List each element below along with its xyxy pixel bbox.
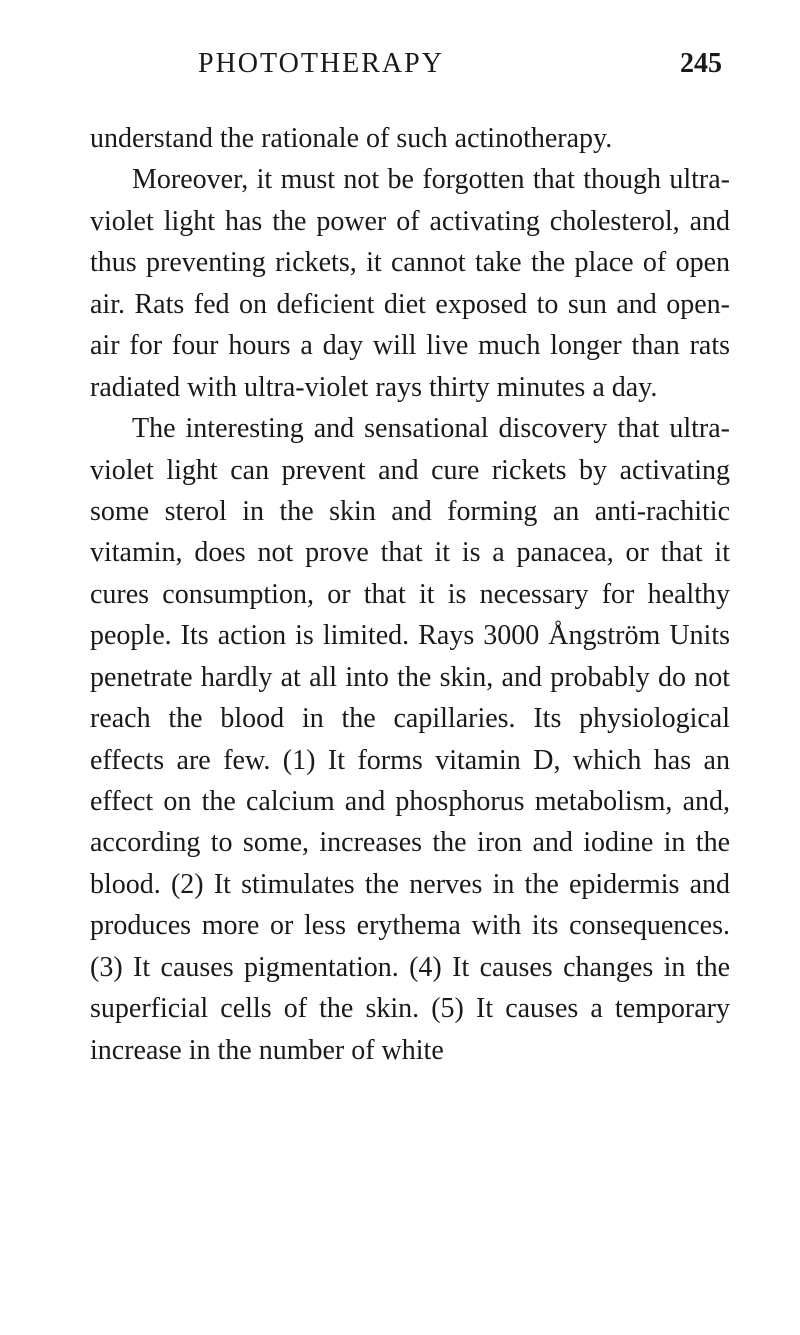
paragraph-1: understand the rationale of such actino­… <box>90 118 730 159</box>
body-text: understand the rationale of such actino­… <box>90 118 730 1071</box>
page-header: PHOTOTHERAPY 245 <box>90 48 730 80</box>
paragraph-3: The interesting and sensational discover… <box>90 408 730 1071</box>
header-title: PHOTOTHERAPY <box>198 48 444 80</box>
paragraph-2: Moreover, it must not be forgotten that … <box>90 159 730 408</box>
page-number: 245 <box>680 48 722 80</box>
